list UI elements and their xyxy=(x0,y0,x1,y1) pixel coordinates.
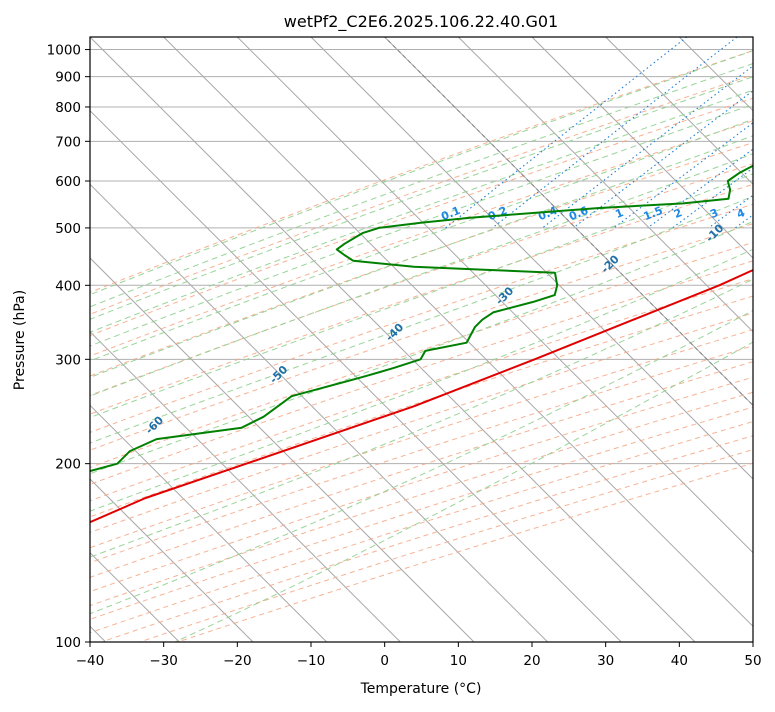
isotherm-label: -60 xyxy=(143,413,166,436)
y-tick-label: 300 xyxy=(55,352,81,368)
x-tick-label: 40 xyxy=(671,653,688,669)
x-tick-label: 20 xyxy=(523,653,540,669)
isotherm-line xyxy=(0,37,474,642)
dry-adiabat-line xyxy=(102,37,775,642)
y-tick-label: 400 xyxy=(55,278,81,294)
y-tick-label: 900 xyxy=(55,70,81,86)
isotherm-label: -40 xyxy=(383,320,406,343)
isotherm-line xyxy=(0,37,253,642)
isotherm-line xyxy=(458,37,775,642)
isotherm-line xyxy=(385,37,775,642)
x-tick-label: −20 xyxy=(223,653,252,669)
x-tick-label: −30 xyxy=(149,653,178,669)
chart-title: wetPf2_C2E6.2025.106.22.40.G01 xyxy=(284,12,558,32)
isotherm-label: -70 xyxy=(20,462,43,485)
y-tick-label: 100 xyxy=(55,635,81,651)
isotherm-line xyxy=(679,37,775,642)
isotherm-line xyxy=(164,37,769,642)
y-tick-label: 500 xyxy=(55,221,81,237)
x-tick-label: 50 xyxy=(744,653,761,669)
plot-area: 0.10.20.40.611.5234681013162025303601020… xyxy=(0,37,775,642)
x-tick-label: 30 xyxy=(597,653,614,669)
y-tick-label: 1000 xyxy=(47,43,81,59)
zero-isotherm-line xyxy=(385,37,775,642)
isotherm-line xyxy=(237,37,775,642)
y-tick-label: 800 xyxy=(55,100,81,116)
isotherm-line xyxy=(0,37,400,642)
mixing-ratio-label: 4 xyxy=(735,206,747,221)
mixing-ratio-label: 1 xyxy=(613,206,625,221)
x-tick-label: −10 xyxy=(297,653,326,669)
mixing-ratio-label: 2 xyxy=(672,206,684,221)
y-tick-label: 200 xyxy=(55,457,81,473)
y-tick-label: 600 xyxy=(55,174,81,190)
mixing-ratio-label: 0.6 xyxy=(567,204,590,223)
x-tick-label: 10 xyxy=(450,653,467,669)
mixing-ratio-label: 3 xyxy=(708,206,720,221)
x-axis-label: Temperature (°C) xyxy=(360,681,482,697)
y-tick-label: 700 xyxy=(55,134,81,150)
isotherm-line xyxy=(0,37,327,642)
x-tick-label: −40 xyxy=(76,653,105,669)
mixing-ratio-label: 1.5 xyxy=(642,204,665,223)
y-axis-label: Pressure (hPa) xyxy=(12,290,28,390)
mixing-ratio-label: 0.2 xyxy=(486,204,509,223)
isotherm-label: -10 xyxy=(703,221,726,244)
isotherm-line xyxy=(753,37,775,642)
isotherm-line xyxy=(532,37,775,642)
mixing-ratio-line xyxy=(735,37,775,228)
isotherm-label: -50 xyxy=(267,363,290,386)
x-tick-label: 0 xyxy=(380,653,389,669)
dry-adiabat-line xyxy=(178,37,775,642)
isotherm-line xyxy=(606,37,775,642)
